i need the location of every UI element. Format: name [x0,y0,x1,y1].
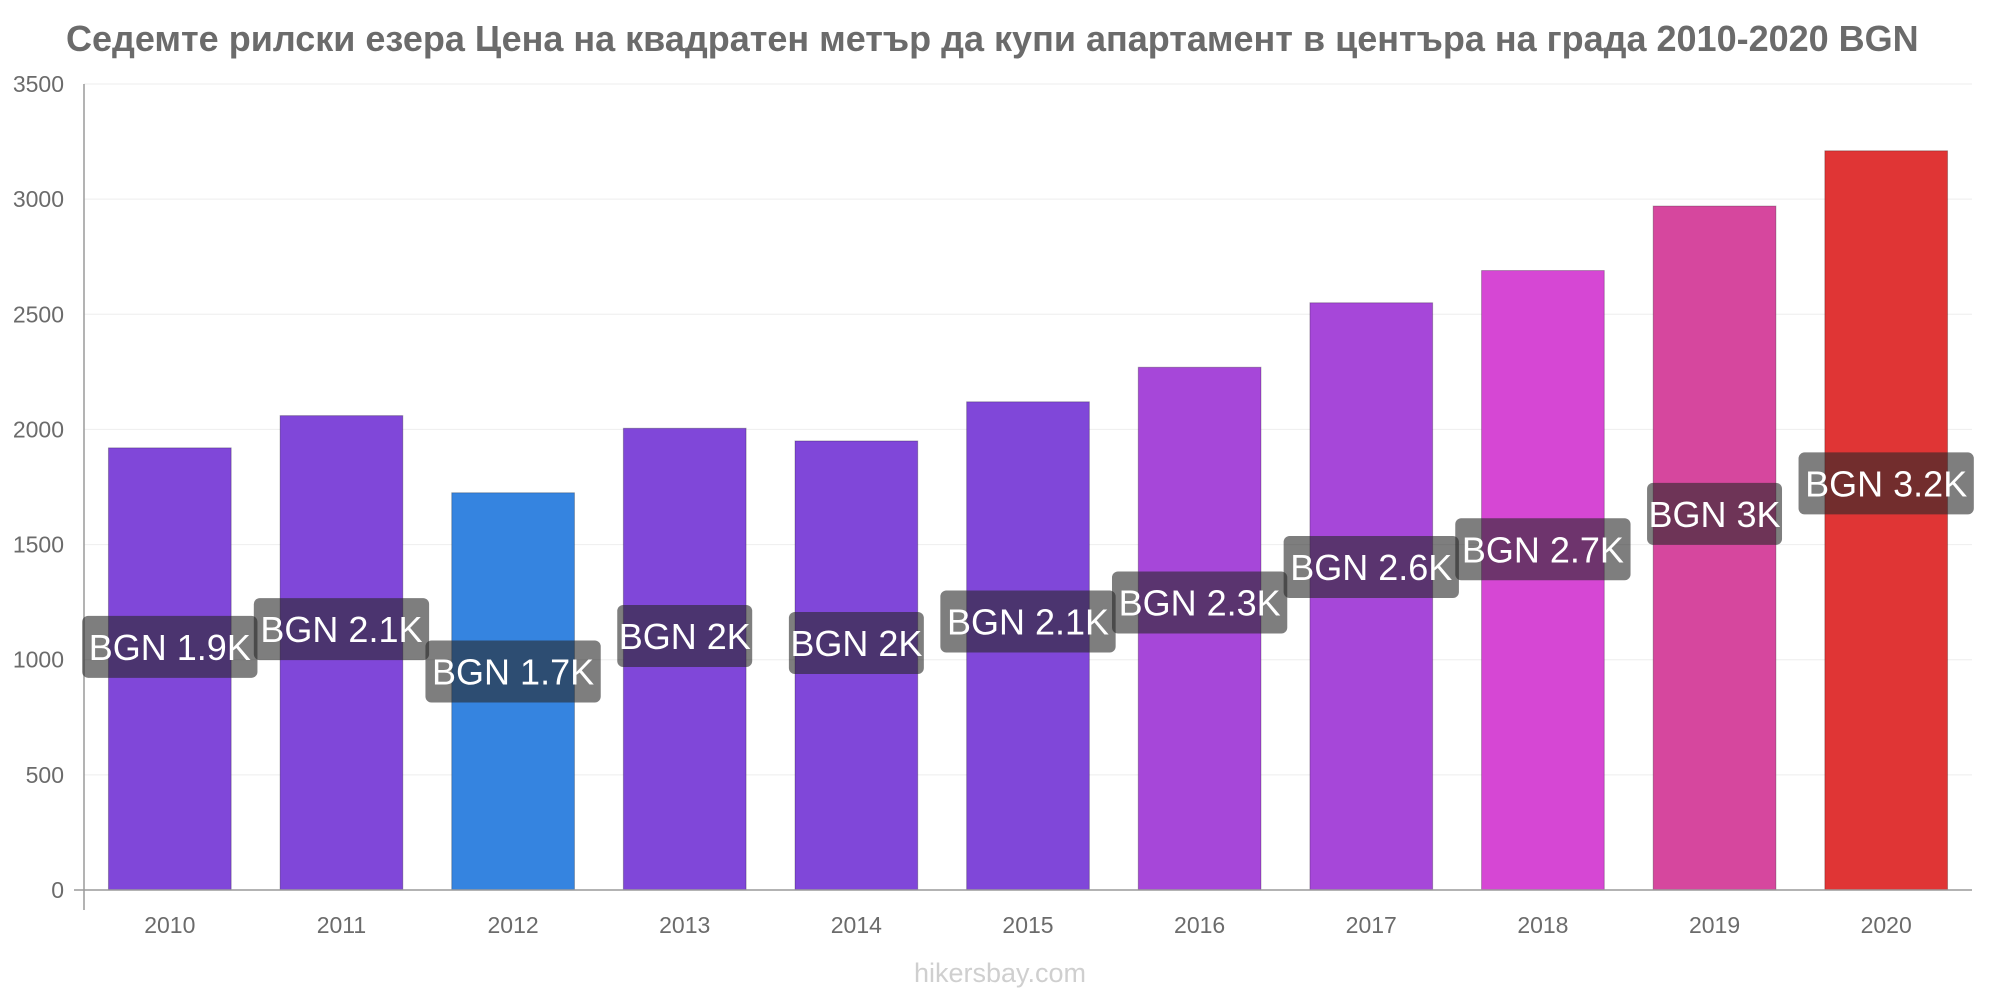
watermark: hikersbay.com [913,958,1087,988]
data-label: BGN 2.1K [947,601,1109,642]
x-tick-label: 2011 [317,912,366,938]
data-label-background [1647,482,1783,545]
data-label-background [1798,452,1974,515]
data-label-background [940,590,1116,653]
data-label: BGN 2.6K [1290,547,1452,588]
y-tick-label: 0 [51,877,64,903]
y-tick-label: 1000 [13,647,64,673]
data-label: BGN 3.2K [1805,463,1967,504]
data-label-background [1455,518,1631,581]
x-tick-label: 2015 [1002,912,1053,938]
axes [74,84,1972,910]
x-tick-label: 2018 [1517,912,1568,938]
x-tick-labels: 2010 2011 2012 2013 2014 2015 2016 2017 2018 2019… [144,912,1912,938]
data-label: BGN 1.9K [89,627,251,668]
data-label: BGN 2.7K [1462,529,1624,570]
x-tick-label: 2020 [1861,912,1912,938]
y-tick-label: 2500 [13,301,64,327]
x-tick-label: 2012 [488,912,539,938]
y-tick-label: 500 [26,762,64,788]
data-label: BGN 2.3K [1119,582,1281,623]
data-label-background [617,605,753,668]
data-label: BGN 2K [619,616,751,657]
y-tick-label: 2000 [13,416,64,442]
bar [1652,205,1777,891]
data-label-background [1111,571,1288,634]
y-tick-label: 1500 [13,532,64,558]
y-tick-labels: 0 500 1000 1500 2000 2500 3000 3500 [13,71,64,903]
x-tick-label: 2010 [144,912,195,938]
data-label-background [253,598,430,661]
bar [1824,150,1949,891]
y-tick-label: 3500 [13,71,64,97]
y-tick-label: 3000 [13,186,64,212]
x-tick-label: 2014 [831,912,882,938]
data-label: BGN 3K [1649,494,1781,535]
data-label-background [82,615,258,678]
chart-title: Седемте рилски езера Цена на квадратен м… [66,18,1919,59]
x-tick-label: 2013 [659,912,710,938]
x-tick-label: 2016 [1174,912,1225,938]
data-label: BGN 1.7K [432,652,594,693]
data-label-background [425,640,601,703]
data-label-background [1283,536,1459,599]
data-label: BGN 2K [790,623,922,664]
x-tick-label: 2017 [1346,912,1397,938]
data-label-background [788,612,924,675]
x-tick-label: 2019 [1689,912,1740,938]
data-label: BGN 2.1K [260,609,422,650]
